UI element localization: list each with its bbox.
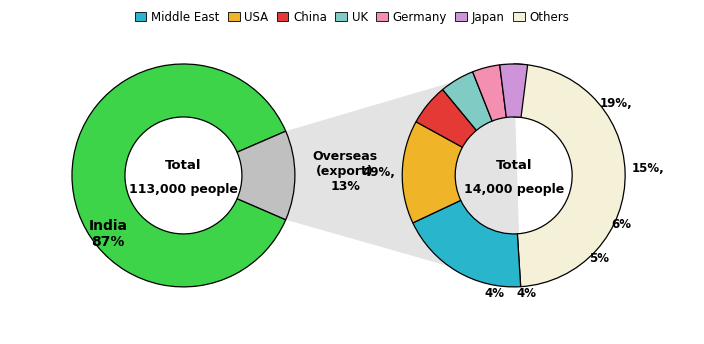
Polygon shape: [286, 64, 521, 287]
Text: Total: Total: [165, 159, 201, 172]
Text: 49%,: 49%,: [363, 165, 396, 179]
Text: 14,000 people: 14,000 people: [463, 183, 564, 196]
Wedge shape: [237, 131, 295, 220]
Legend: Middle East, USA, China, UK, Germany, Japan, Others: Middle East, USA, China, UK, Germany, Ja…: [130, 6, 574, 28]
Text: 4%: 4%: [516, 287, 536, 300]
Text: 113,000 people: 113,000 people: [129, 183, 238, 196]
Wedge shape: [413, 200, 521, 287]
Text: 15%,: 15%,: [632, 162, 665, 175]
Text: 4%: 4%: [484, 287, 504, 300]
Text: 19%,: 19%,: [600, 97, 632, 110]
Text: Total: Total: [496, 159, 532, 172]
Wedge shape: [514, 64, 625, 287]
Text: 5%: 5%: [589, 251, 610, 265]
Wedge shape: [402, 122, 463, 223]
Wedge shape: [416, 89, 477, 147]
Wedge shape: [72, 64, 286, 287]
Wedge shape: [472, 65, 506, 121]
Text: Overseas
(export)
13%: Overseas (export) 13%: [313, 151, 377, 193]
Text: 6%: 6%: [611, 218, 631, 232]
Text: India
87%: India 87%: [88, 219, 127, 249]
Wedge shape: [443, 72, 492, 130]
Wedge shape: [500, 64, 528, 117]
